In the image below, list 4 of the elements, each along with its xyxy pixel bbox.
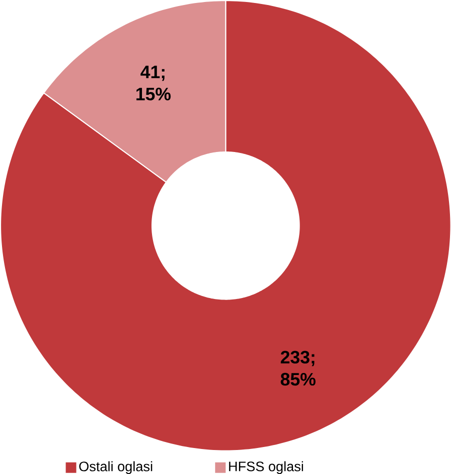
- data-label: 233; 85%: [280, 350, 316, 386]
- legend-label: HFSS oglasi: [228, 461, 303, 474]
- data-label: 41; 15%: [136, 66, 170, 100]
- legend-label: Ostali oglasi: [79, 461, 152, 474]
